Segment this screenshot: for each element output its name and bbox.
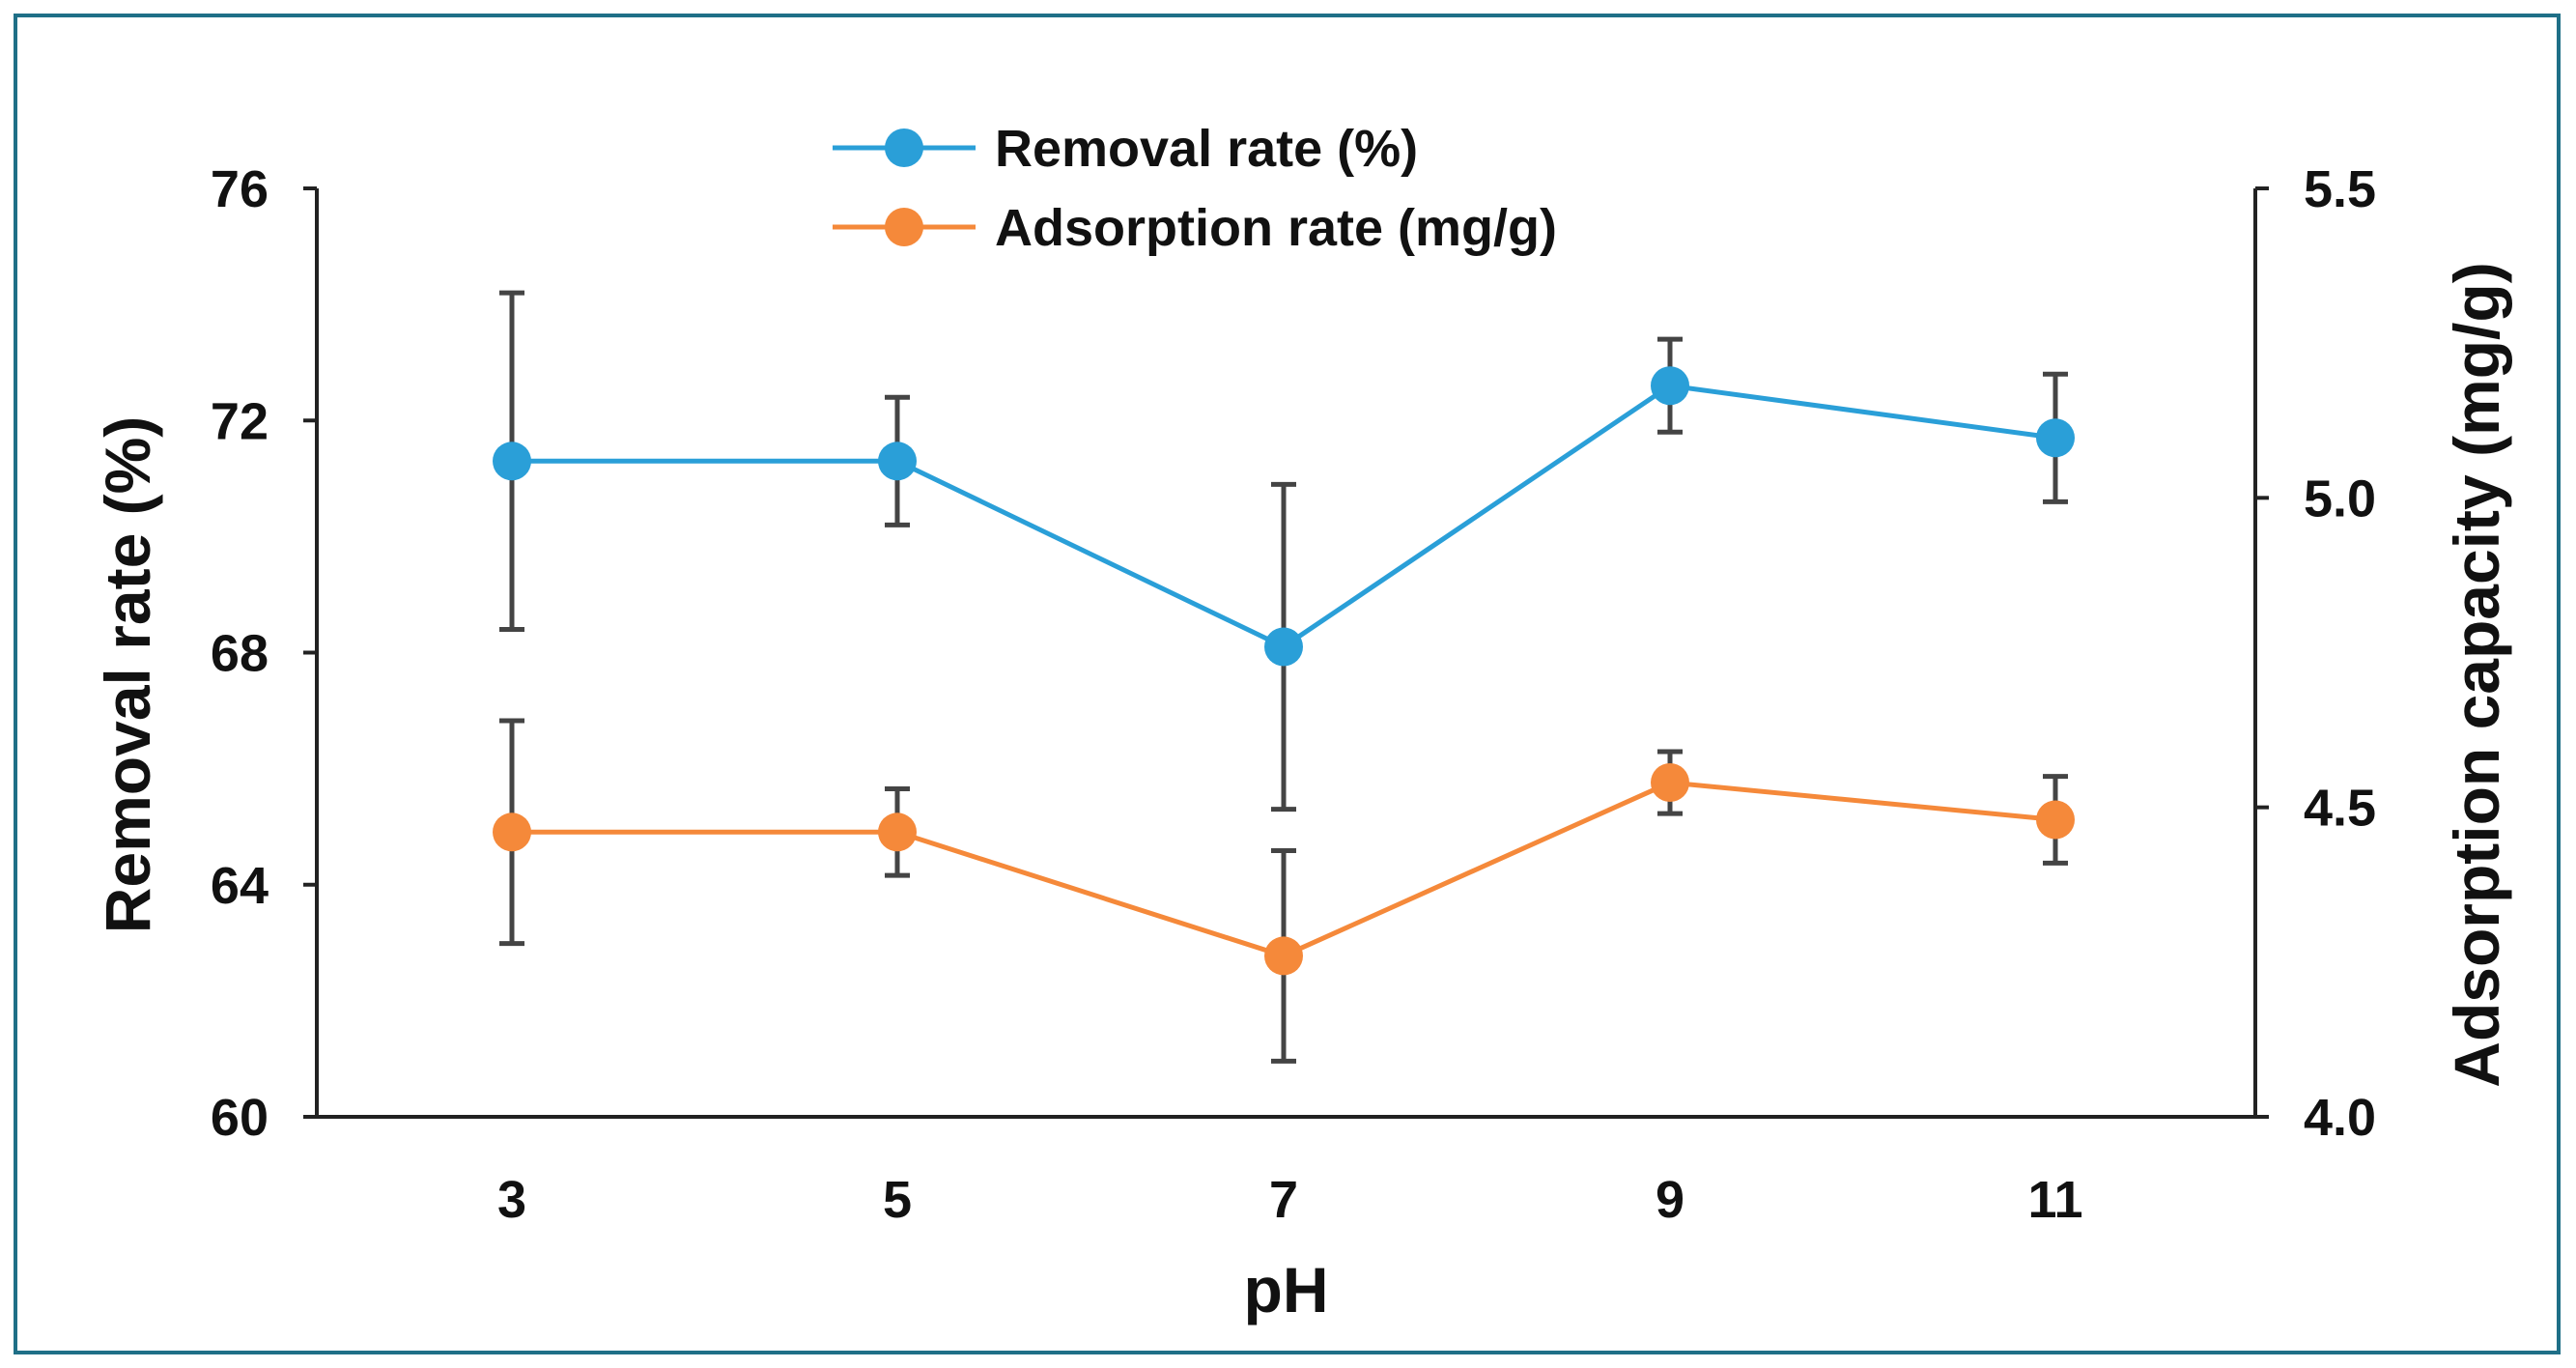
right-y-tick-label: 4.5	[2304, 780, 2376, 838]
data-point-adsorption	[1264, 936, 1303, 976]
left-y-tick-label: 72	[211, 392, 269, 450]
data-point-removal	[1651, 366, 1689, 406]
legend-label-removal: Removal rate (%)	[995, 120, 1418, 178]
data-point-adsorption	[878, 812, 917, 852]
series-layer	[493, 366, 2075, 976]
x-tick-label: 11	[2027, 1171, 2082, 1229]
data-point-removal	[878, 442, 917, 481]
x-tick-label: 7	[1269, 1171, 1298, 1229]
left-y-tick-label: 64	[211, 857, 269, 915]
right-y-tick-label: 5.0	[2304, 470, 2376, 527]
legend-label-adsorption: Adsorption rate (mg/g)	[995, 199, 1557, 257]
legend-marker-removal	[885, 128, 923, 167]
data-point-removal	[493, 442, 531, 481]
chart-frame	[14, 14, 2561, 1354]
legend-marker-adsorption	[885, 208, 923, 246]
data-point-removal	[1264, 627, 1303, 667]
data-point-adsorption	[493, 812, 531, 852]
left-y-tick-label: 60	[211, 1089, 269, 1147]
data-point-removal	[2036, 418, 2075, 458]
right-y-tick-label: 5.5	[2304, 160, 2376, 218]
x-axis-title: pH	[1244, 1254, 1329, 1325]
legend-item-adsorption: Adsorption rate (mg/g)	[833, 199, 1557, 257]
ticks-layer: 60 64 68 72 76 4.0 4.5 5.0 5.5 3 5 7 9 11	[211, 160, 2376, 1229]
legend-item-removal: Removal rate (%)	[833, 120, 1418, 178]
x-tick-label: 3	[497, 1171, 526, 1229]
left-y-axis-title: Removal rate (%)	[92, 416, 163, 934]
left-y-tick-label: 76	[211, 160, 269, 218]
x-tick-label: 9	[1656, 1171, 1684, 1229]
right-y-axis-title: Adsorption capacity (mg/g)	[2441, 262, 2512, 1087]
data-point-adsorption	[1651, 763, 1689, 803]
right-y-tick-label: 4.0	[2304, 1089, 2376, 1147]
legend: Removal rate (%) Adsorption rate (mg/g)	[833, 120, 1557, 257]
x-tick-label: 5	[883, 1171, 912, 1229]
left-y-tick-label: 68	[211, 625, 269, 683]
data-point-adsorption	[2036, 800, 2075, 840]
